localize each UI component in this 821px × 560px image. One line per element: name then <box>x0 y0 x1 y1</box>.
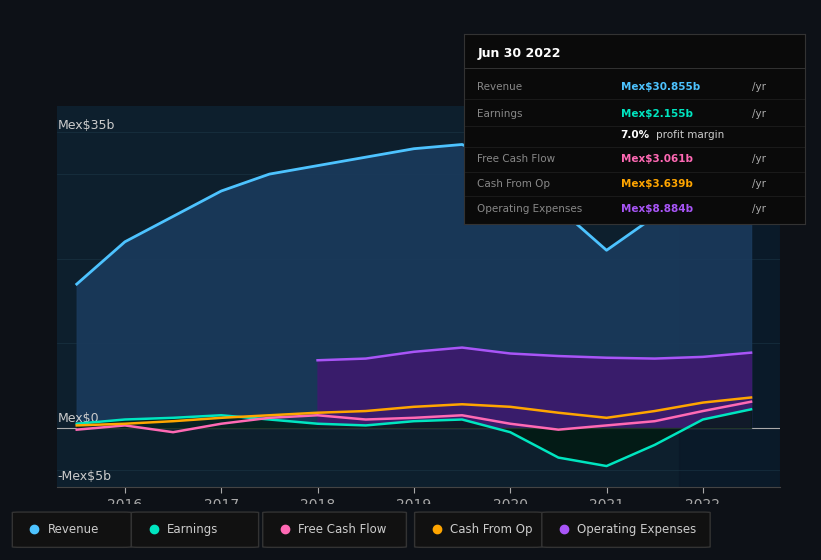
Text: Mex$30.855b: Mex$30.855b <box>621 82 699 92</box>
FancyBboxPatch shape <box>12 512 131 547</box>
Text: Operating Expenses: Operating Expenses <box>478 204 583 214</box>
Text: /yr: /yr <box>752 82 766 92</box>
Text: Mex$3.061b: Mex$3.061b <box>621 154 693 164</box>
Text: Mex$2.155b: Mex$2.155b <box>621 109 693 119</box>
Text: Mex$35b: Mex$35b <box>57 119 115 132</box>
FancyBboxPatch shape <box>415 512 542 547</box>
Text: 7.0%: 7.0% <box>621 129 649 139</box>
Text: profit margin: profit margin <box>656 129 725 139</box>
Text: Cash From Op: Cash From Op <box>478 179 551 189</box>
FancyBboxPatch shape <box>263 512 406 547</box>
Text: Mex$3.639b: Mex$3.639b <box>621 179 692 189</box>
Text: /yr: /yr <box>752 179 766 189</box>
Text: Cash From Op: Cash From Op <box>450 522 532 536</box>
Text: Revenue: Revenue <box>48 522 99 536</box>
Text: Mex$0: Mex$0 <box>57 412 99 426</box>
Text: -Mex$5b: -Mex$5b <box>57 470 112 483</box>
Text: Revenue: Revenue <box>478 82 523 92</box>
Text: Earnings: Earnings <box>478 109 523 119</box>
FancyBboxPatch shape <box>542 512 710 547</box>
Bar <box>679 106 780 487</box>
Text: Earnings: Earnings <box>167 522 218 536</box>
Text: Mex$8.884b: Mex$8.884b <box>621 204 693 214</box>
Text: Jun 30 2022: Jun 30 2022 <box>478 47 561 60</box>
Text: Free Cash Flow: Free Cash Flow <box>478 154 556 164</box>
FancyBboxPatch shape <box>131 512 259 547</box>
Text: Free Cash Flow: Free Cash Flow <box>298 522 387 536</box>
Text: /yr: /yr <box>752 109 766 119</box>
Text: /yr: /yr <box>752 204 766 214</box>
Text: Operating Expenses: Operating Expenses <box>577 522 696 536</box>
Text: /yr: /yr <box>752 154 766 164</box>
